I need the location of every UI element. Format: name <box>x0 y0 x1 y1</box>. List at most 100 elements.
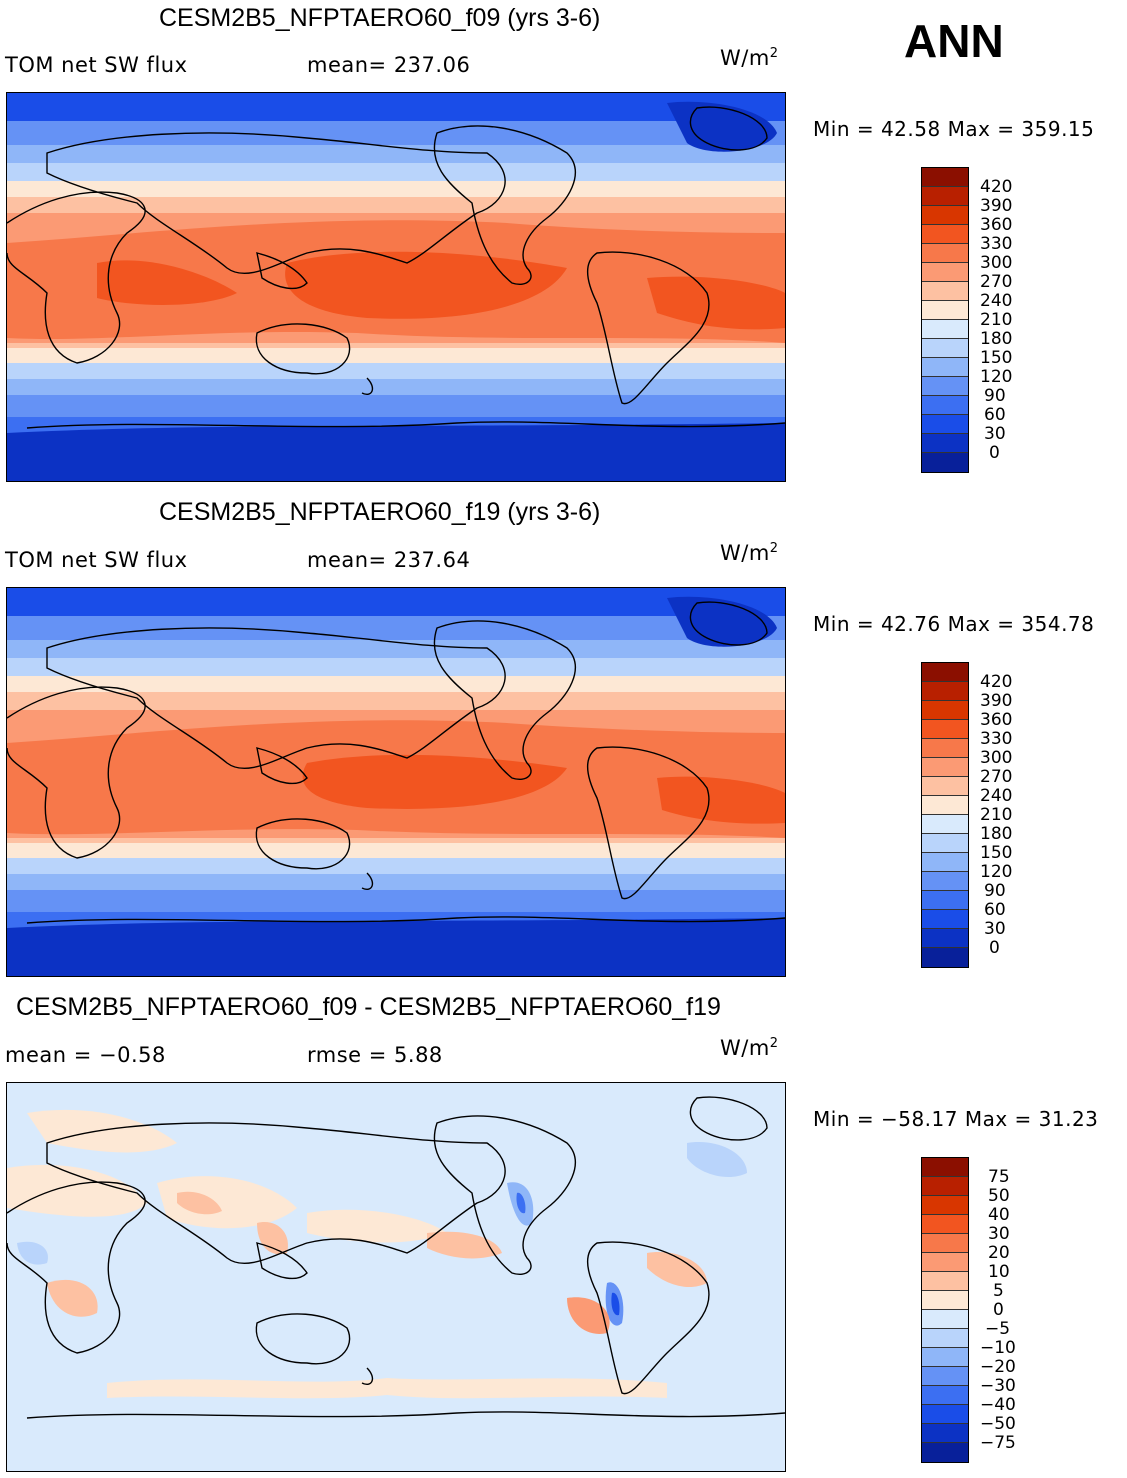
panel1-colorbar-swatch <box>922 434 968 453</box>
panel2-colorbar-swatch <box>922 815 968 834</box>
colorbar-label: 390 <box>980 196 1013 216</box>
panel1-colorbar-swatch <box>922 396 968 415</box>
panel1-colorbar-swatch <box>922 320 968 339</box>
panel2-colorbar-swatch <box>922 758 968 777</box>
panel2-colorbar-swatch <box>922 948 968 967</box>
panel3-colorbar-swatch <box>922 1405 968 1424</box>
panel1-colorbar <box>921 167 969 473</box>
panel3-colorbar-swatch <box>922 1424 968 1443</box>
colorbar-label: 420 <box>980 177 1013 197</box>
panel1-title: CESM2B5_NFPTAERO60_f09 (yrs 3-6) <box>159 4 601 32</box>
panel2-title: CESM2B5_NFPTAERO60_f19 (yrs 3-6) <box>159 498 601 526</box>
panel3-colorbar-swatch <box>922 1367 968 1386</box>
season-label: ANN <box>904 15 1004 67</box>
panel3-colorbar-swatch <box>922 1177 968 1196</box>
panel2-minmax: Min = 42.76 Max = 354.78 <box>813 612 1095 636</box>
panel1-variable-label: TOM net SW flux <box>5 53 188 77</box>
colorbar-label: −5 <box>985 1319 1011 1339</box>
colorbar-label: 240 <box>980 291 1013 311</box>
colorbar-label: 75 <box>988 1167 1010 1187</box>
panel2-units: W/m2 <box>720 541 779 565</box>
panel2-mean-label: mean= 237.64 <box>307 548 471 572</box>
colorbar-label: 330 <box>980 729 1013 749</box>
panel3-colorbar-swatch <box>922 1215 968 1234</box>
colorbar-label: 30 <box>984 919 1006 939</box>
colorbar-label: −10 <box>980 1338 1016 1358</box>
panel3-title: CESM2B5_NFPTAERO60_f09 - CESM2B5_NFPTAER… <box>16 993 721 1021</box>
panel2-colorbar-swatch <box>922 910 968 929</box>
colorbar-label: −40 <box>980 1395 1016 1415</box>
panel2-colorbar <box>921 662 969 968</box>
panel3-colorbar-swatch <box>922 1234 968 1253</box>
panel2-variable-label: TOM net SW flux <box>5 548 188 572</box>
panel2-map <box>6 587 786 977</box>
panel1-colorbar-swatch <box>922 244 968 263</box>
panel3-colorbar-swatch <box>922 1272 968 1291</box>
colorbar-label: 20 <box>988 1243 1010 1263</box>
colorbar-label: 50 <box>988 1186 1010 1206</box>
panel3-colorbar-swatch <box>922 1310 968 1329</box>
panel1-colorbar-swatch <box>922 453 968 472</box>
colorbar-label: 30 <box>988 1224 1010 1244</box>
colorbar-label: −50 <box>980 1414 1016 1434</box>
panel2-colorbar-swatch <box>922 796 968 815</box>
colorbar-label: 40 <box>988 1205 1010 1225</box>
panel3-map <box>6 1082 786 1472</box>
colorbar-label: 0 <box>989 938 1000 958</box>
panel1-colorbar-swatch <box>922 225 968 244</box>
colorbar-label: −30 <box>980 1376 1016 1396</box>
panel1-colorbar-swatch <box>922 358 968 377</box>
panel3-colorbar-swatch <box>922 1329 968 1348</box>
colorbar-label: 0 <box>989 443 1000 463</box>
colorbar-label: 180 <box>980 329 1013 349</box>
panel1-colorbar-swatch <box>922 415 968 434</box>
colorbar-label: 240 <box>980 786 1013 806</box>
panel2-colorbar-swatch <box>922 682 968 701</box>
panel2-colorbar-swatch <box>922 739 968 758</box>
panel3-colorbar-swatch <box>922 1196 968 1215</box>
colorbar-label: 0 <box>993 1300 1004 1320</box>
panel1-units: W/m2 <box>720 46 779 70</box>
colorbar-label: 180 <box>980 824 1013 844</box>
colorbar-label: 5 <box>993 1281 1004 1301</box>
colorbar-label: 360 <box>980 215 1013 235</box>
panel3-minmax: Min = −58.17 Max = 31.23 <box>813 1107 1099 1131</box>
panel3-colorbar-swatch <box>922 1253 968 1272</box>
colorbar-label: 300 <box>980 253 1013 273</box>
panel3-colorbar-swatch <box>922 1291 968 1310</box>
colorbar-label: 120 <box>980 367 1013 387</box>
panel1-colorbar-swatch <box>922 377 968 396</box>
panel1-colorbar-swatch <box>922 339 968 358</box>
colorbar-label: 300 <box>980 748 1013 768</box>
colorbar-label: 360 <box>980 710 1013 730</box>
colorbar-label: 270 <box>980 272 1013 292</box>
colorbar-label: 270 <box>980 767 1013 787</box>
colorbar-label: 150 <box>980 843 1013 863</box>
panel2-colorbar-swatch <box>922 872 968 891</box>
panel1-colorbar-swatch <box>922 282 968 301</box>
panel2-colorbar-swatch <box>922 777 968 796</box>
colorbar-label: 210 <box>980 805 1013 825</box>
panel3-colorbar-swatch <box>922 1386 968 1405</box>
panel1-colorbar-swatch <box>922 206 968 225</box>
panel1-colorbar-swatch <box>922 301 968 320</box>
colorbar-label: 30 <box>984 424 1006 444</box>
colorbar-label: 330 <box>980 234 1013 254</box>
colorbar-label: 60 <box>984 405 1006 425</box>
colorbar-label: 390 <box>980 691 1013 711</box>
colorbar-label: 120 <box>980 862 1013 882</box>
colorbar-label: 10 <box>988 1262 1010 1282</box>
panel3-units: W/m2 <box>720 1036 779 1060</box>
panel3-colorbar-swatch <box>922 1348 968 1367</box>
panel1-map <box>6 92 786 482</box>
panel2-colorbar-swatch <box>922 663 968 682</box>
colorbar-label: −75 <box>980 1433 1016 1453</box>
panel3-mean-label: mean = −0.58 <box>5 1043 166 1067</box>
panel3-rmse-label: rmse = 5.88 <box>307 1043 443 1067</box>
panel1-minmax: Min = 42.58 Max = 359.15 <box>813 117 1095 141</box>
colorbar-label: 90 <box>984 386 1006 406</box>
colorbar-label: 420 <box>980 672 1013 692</box>
panel3-colorbar-swatch <box>922 1443 968 1462</box>
panel3-colorbar-swatch <box>922 1158 968 1177</box>
colorbar-label: 60 <box>984 900 1006 920</box>
